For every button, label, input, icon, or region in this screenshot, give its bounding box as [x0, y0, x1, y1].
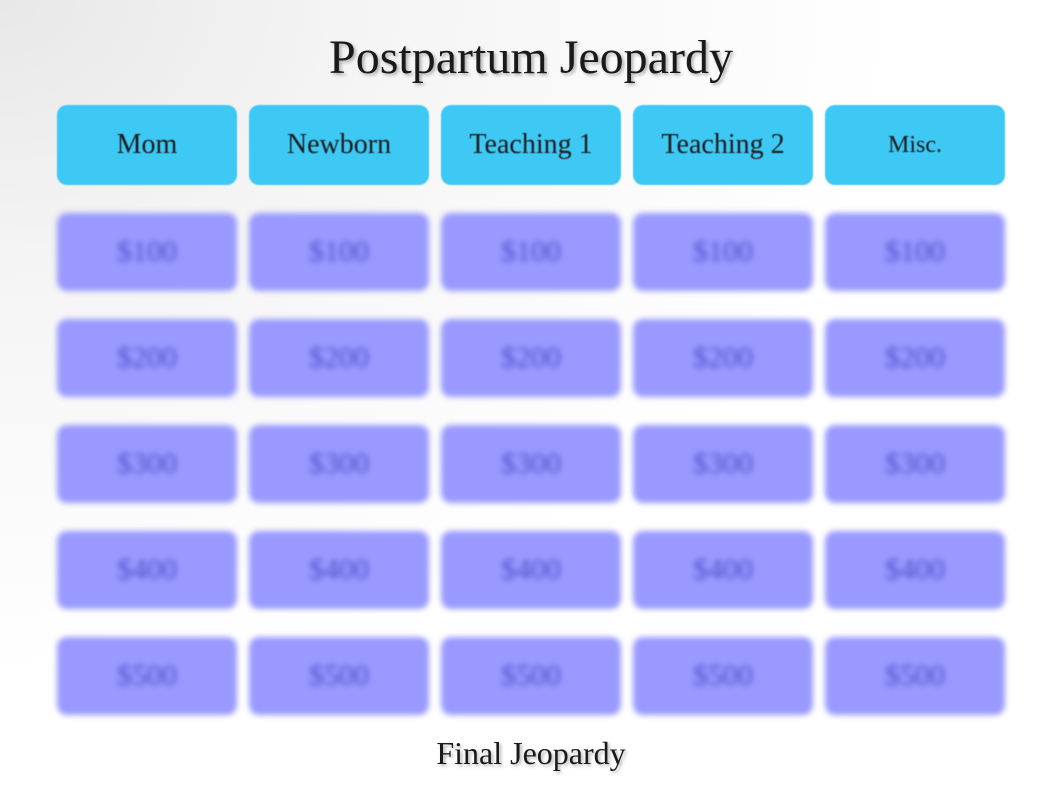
- value-cell[interactable]: $300: [249, 425, 429, 503]
- game-board: MomNewbornTeaching 1Teaching 2Misc.$100$…: [57, 105, 1005, 715]
- category-header: Mom: [57, 105, 237, 185]
- value-cell[interactable]: $400: [633, 531, 813, 609]
- value-cell[interactable]: $300: [633, 425, 813, 503]
- value-cell[interactable]: $500: [57, 637, 237, 715]
- value-cell[interactable]: $100: [57, 213, 237, 291]
- value-cell[interactable]: $200: [825, 319, 1005, 397]
- value-cell[interactable]: $100: [441, 213, 621, 291]
- value-cell[interactable]: $200: [249, 319, 429, 397]
- value-cell[interactable]: $500: [633, 637, 813, 715]
- final-jeopardy-button[interactable]: Final Jeopardy: [436, 735, 625, 772]
- value-cell[interactable]: $400: [57, 531, 237, 609]
- page-title: Postpartum Jeopardy: [329, 30, 733, 85]
- category-header: Newborn: [249, 105, 429, 185]
- value-cell[interactable]: $400: [441, 531, 621, 609]
- value-cell[interactable]: $200: [57, 319, 237, 397]
- value-cell[interactable]: $100: [633, 213, 813, 291]
- value-cell[interactable]: $400: [825, 531, 1005, 609]
- value-cell[interactable]: $200: [441, 319, 621, 397]
- category-header: Misc.: [825, 105, 1005, 185]
- jeopardy-board-container: Postpartum Jeopardy MomNewbornTeaching 1…: [0, 0, 1062, 797]
- value-cell[interactable]: $300: [441, 425, 621, 503]
- value-cell[interactable]: $200: [633, 319, 813, 397]
- value-cell[interactable]: $100: [249, 213, 429, 291]
- value-cell[interactable]: $100: [825, 213, 1005, 291]
- value-cell[interactable]: $300: [57, 425, 237, 503]
- value-cell[interactable]: $500: [825, 637, 1005, 715]
- value-cell[interactable]: $500: [249, 637, 429, 715]
- value-cell[interactable]: $400: [249, 531, 429, 609]
- value-cell[interactable]: $500: [441, 637, 621, 715]
- category-header: Teaching 1: [441, 105, 621, 185]
- value-cell[interactable]: $300: [825, 425, 1005, 503]
- category-header: Teaching 2: [633, 105, 813, 185]
